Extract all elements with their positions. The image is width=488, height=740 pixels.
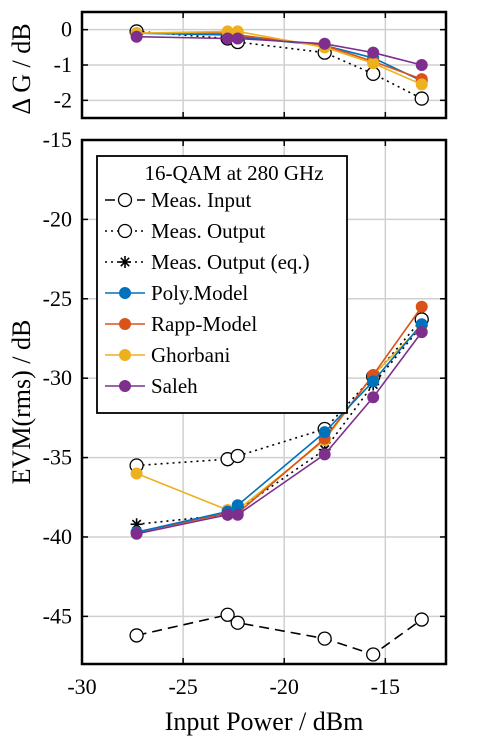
evm-point-saleh xyxy=(367,391,380,404)
evm-point-saleh xyxy=(415,326,428,339)
evm-x-tick-label: -30 xyxy=(67,674,96,699)
gain-series xyxy=(129,24,429,106)
legend-item-meas_output: Meas. Output xyxy=(105,219,265,243)
legend-label-meas_output: Meas. Output xyxy=(151,219,265,243)
gain-point-ghorbani xyxy=(367,57,380,70)
evm-x-ticks: -30 -25 -20 -15 xyxy=(67,140,400,699)
evm-line-meas_input xyxy=(136,613,423,656)
gain-y-ticks: 0 -1 -2 xyxy=(54,12,446,118)
gain-point-saleh xyxy=(130,30,143,43)
evm-y-axis-label: EVM(rms) / dB xyxy=(7,320,36,485)
evm-y-tick-label: -40 xyxy=(43,524,72,549)
evm-x-tick-label: -15 xyxy=(371,674,400,699)
legend-marker-rapp xyxy=(119,318,131,330)
evm-axes-frame xyxy=(80,138,448,666)
evm-point-meas_input xyxy=(366,647,381,662)
evm-x-tick-label: -25 xyxy=(168,674,197,699)
gain-y-tick-label: -1 xyxy=(54,52,72,77)
legend-label-saleh: Saleh xyxy=(151,374,198,398)
evm-y-tick-label: -35 xyxy=(43,445,72,470)
gain-point-saleh xyxy=(367,46,380,59)
evm-point-poly xyxy=(318,426,331,439)
gain-panel: 0 -1 -2 Δ G / dB xyxy=(7,10,448,120)
evm-point-meas_input xyxy=(414,612,429,627)
gain-y-axis-label: Δ G / dB xyxy=(7,23,36,114)
gain-line-saleh xyxy=(136,35,422,66)
evm-y-tick-label: -30 xyxy=(43,365,72,390)
legend-label-meas_input: Meas. Input xyxy=(151,188,251,212)
evm-line-rapp xyxy=(136,306,423,533)
legend-item-ghorbani: Ghorbani xyxy=(105,343,230,367)
evm-y-tick-label: -45 xyxy=(43,603,72,628)
evm-y-ticks: -15 -20 -25 -30 -35 -40 -45 xyxy=(43,127,446,628)
legend-item-meas_input: Meas. Input xyxy=(105,188,251,212)
evm-point-saleh xyxy=(221,508,234,521)
gain-point-meas_output xyxy=(414,91,429,106)
legend-items: Meas. Input Meas. Output Meas. Output (eq.… xyxy=(105,188,310,398)
legend-marker-meas_input xyxy=(117,192,133,208)
legend-label-poly: Poly.Model xyxy=(151,281,248,305)
evm-point-meas_input xyxy=(317,631,332,646)
gain-point-saleh xyxy=(415,59,428,71)
legend-item-meas_output_eq: Meas. Output (eq.) xyxy=(105,250,310,274)
gain-point-saleh xyxy=(318,37,331,50)
evm-series xyxy=(129,300,429,662)
legend-item-poly: Poly.Model xyxy=(105,281,248,305)
gain-y-tick-label: -2 xyxy=(54,87,72,112)
gain-line-meas_output xyxy=(136,30,423,100)
gain-y-tick-label: 0 xyxy=(61,17,72,42)
gain-line-ghorbani xyxy=(136,30,423,86)
evm-point-meas_input xyxy=(129,628,144,643)
gain-point-saleh xyxy=(231,32,244,45)
evm-point-saleh xyxy=(231,508,244,521)
gain-point-saleh xyxy=(221,32,234,45)
evm-point-ghorbani xyxy=(130,467,143,480)
evm-point-saleh xyxy=(130,527,143,540)
evm-panel: -15 -20 -25 -30 -35 -40 -45 -30 -25 -20 -15 EVM(r… xyxy=(7,127,448,736)
legend-label-rapp: Rapp-Model xyxy=(151,312,257,336)
evm-point-rapp xyxy=(415,300,428,313)
legend-box xyxy=(96,155,348,414)
gain-point-meas_output xyxy=(366,66,381,81)
legend-marker-ghorbani xyxy=(119,349,131,361)
legend-marker-meas_output xyxy=(117,223,133,239)
gain-line-rapp xyxy=(136,32,423,80)
evm-x-tick-label: -20 xyxy=(270,674,299,699)
evm-line-poly xyxy=(136,323,423,533)
evm-point-poly xyxy=(367,375,380,388)
evm-y-tick-label: -25 xyxy=(43,286,72,311)
legend-label-ghorbani: Ghorbani xyxy=(151,343,230,367)
evm-point-meas_input xyxy=(220,607,235,622)
evm-x-axis-label: Input Power / dBm xyxy=(165,707,364,736)
legend-marker-meas_output_eq xyxy=(119,256,131,268)
evm-y-tick-label: -20 xyxy=(43,206,72,231)
gain-point-ghorbani xyxy=(415,78,428,91)
legend-item-saleh: Saleh xyxy=(105,374,198,398)
legend-label-meas_output_eq: Meas. Output (eq.) xyxy=(151,250,310,274)
legend-marker-poly xyxy=(119,287,131,299)
evm-y-tick-label: -15 xyxy=(43,127,72,152)
legend-item-rapp: Rapp-Model xyxy=(105,312,257,336)
evm-point-meas_input xyxy=(230,615,245,630)
legend-marker-saleh xyxy=(119,380,131,392)
evm-point-meas_output xyxy=(230,448,245,464)
evm-line-saleh xyxy=(136,331,423,535)
evm-point-saleh xyxy=(318,448,331,461)
legend: 16-QAM at 280 GHz Meas. Input Meas. Outpu… xyxy=(96,155,348,414)
legend-title: 16-QAM at 280 GHz xyxy=(144,161,323,185)
